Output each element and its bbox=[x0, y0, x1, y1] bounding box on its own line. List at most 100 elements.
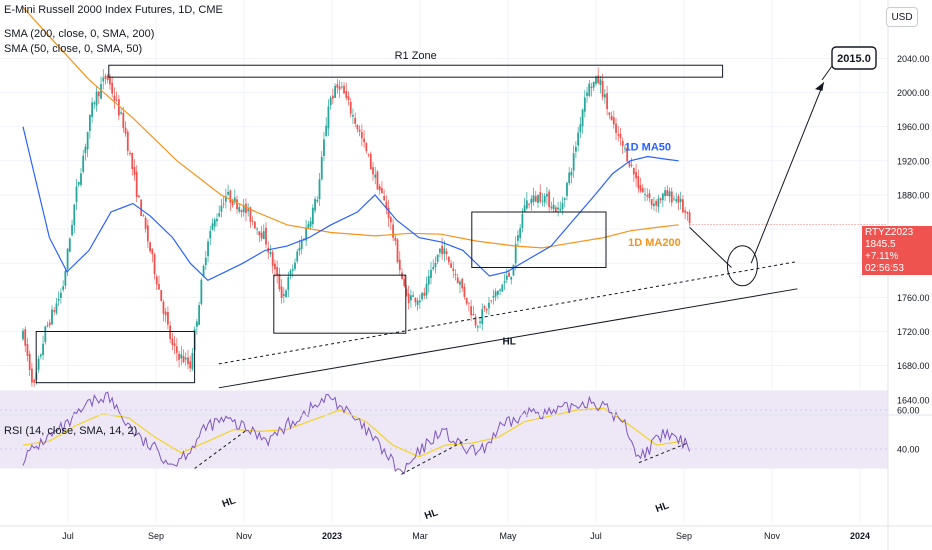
candle-body bbox=[673, 198, 675, 200]
candle-body bbox=[111, 82, 114, 94]
candle-body bbox=[358, 129, 361, 132]
candle-body bbox=[104, 75, 107, 79]
candle-body bbox=[617, 134, 620, 136]
candle-body bbox=[452, 268, 455, 271]
candle-body bbox=[327, 106, 330, 129]
candle-body bbox=[247, 209, 250, 212]
candle-body bbox=[481, 309, 484, 325]
candle-body bbox=[26, 344, 29, 356]
candle-body bbox=[307, 224, 310, 229]
candle-body bbox=[403, 278, 406, 286]
rsi-panel: 40.00 60.00 HL HL HL bbox=[0, 391, 920, 522]
candle-body bbox=[195, 321, 198, 327]
candle-body bbox=[354, 117, 357, 124]
candle-body bbox=[561, 203, 564, 210]
price-tag-countdown: 02:56:53 bbox=[862, 263, 932, 275]
candle-body bbox=[682, 199, 684, 213]
rsi-hl-trendline bbox=[194, 429, 248, 469]
candle-body bbox=[22, 330, 24, 340]
candle-body bbox=[635, 172, 637, 179]
rsi-line bbox=[22, 391, 691, 475]
time-tick-label: May bbox=[499, 531, 517, 541]
price-tick-label: 1880.00 bbox=[897, 190, 930, 200]
candle-body bbox=[142, 215, 145, 217]
candle-body bbox=[574, 146, 577, 152]
candle-body bbox=[641, 188, 644, 193]
candle-body bbox=[294, 262, 296, 270]
candle-body bbox=[414, 297, 417, 303]
sma200-line bbox=[22, 6, 679, 249]
consolidation-box bbox=[471, 211, 607, 268]
candle-body bbox=[679, 198, 682, 202]
candle-body bbox=[559, 208, 562, 211]
candle-body bbox=[476, 326, 479, 328]
candle-body bbox=[670, 191, 673, 203]
projection-up bbox=[750, 82, 825, 264]
candle-body bbox=[525, 200, 528, 209]
candle-body bbox=[224, 196, 227, 202]
candle-body bbox=[160, 290, 163, 302]
candle-body bbox=[572, 153, 575, 171]
candle-body bbox=[423, 292, 426, 296]
candle-body bbox=[539, 192, 542, 202]
candle-body bbox=[583, 97, 586, 112]
candle-body bbox=[494, 291, 497, 297]
candle-body bbox=[146, 225, 149, 242]
candle-body bbox=[171, 338, 174, 345]
candle-body bbox=[240, 210, 243, 213]
candle-body bbox=[209, 231, 212, 239]
candle-body bbox=[485, 308, 488, 311]
candle-body bbox=[182, 356, 185, 363]
candle-body bbox=[664, 190, 666, 196]
candle-body bbox=[316, 199, 319, 202]
candle-body bbox=[374, 174, 377, 178]
currency-button[interactable]: USD bbox=[886, 7, 918, 27]
consolidation-box bbox=[35, 330, 196, 384]
candle-body bbox=[439, 248, 441, 253]
candle-body bbox=[265, 227, 267, 245]
candle-body bbox=[599, 79, 602, 85]
candle-body bbox=[412, 295, 415, 297]
candle-body bbox=[492, 295, 495, 298]
candle-body bbox=[628, 161, 631, 167]
candle-body bbox=[238, 207, 241, 212]
hl-label: HL bbox=[503, 336, 516, 347]
candle-body bbox=[338, 86, 341, 90]
price-tag-price: 1845.5 bbox=[862, 239, 932, 251]
candle-body bbox=[204, 257, 207, 266]
candle-body bbox=[149, 242, 151, 252]
candle-body bbox=[410, 295, 412, 301]
candle-body bbox=[543, 196, 546, 203]
candle-body bbox=[387, 207, 390, 219]
r1-zone-label: R1 Zone bbox=[395, 50, 437, 62]
candle-body bbox=[365, 142, 368, 152]
candle-body bbox=[222, 203, 225, 205]
candle-body bbox=[300, 240, 303, 249]
candle-body bbox=[461, 279, 464, 289]
ma50-label: 1D MA50 bbox=[625, 142, 671, 154]
candle-body bbox=[93, 102, 96, 104]
candle-body bbox=[213, 219, 216, 227]
candle-body bbox=[162, 301, 165, 314]
rsi-ma-line bbox=[22, 407, 684, 458]
candle-body bbox=[236, 199, 238, 210]
candle-body bbox=[653, 203, 655, 207]
candle-body bbox=[450, 263, 452, 268]
candle-body bbox=[621, 140, 624, 146]
time-tick-label: 2024 bbox=[850, 531, 870, 541]
candle-body bbox=[202, 265, 205, 277]
price-tick-label: 1720.00 bbox=[897, 327, 930, 337]
price-tick-label: 2000.00 bbox=[897, 88, 930, 98]
candle-body bbox=[289, 270, 292, 275]
candle-body bbox=[389, 217, 392, 223]
price-tick-label: 1680.00 bbox=[897, 361, 930, 371]
candle-body bbox=[256, 228, 258, 230]
candle-body bbox=[385, 201, 388, 209]
candle-body bbox=[603, 94, 606, 98]
candle-body bbox=[180, 354, 183, 359]
candle-body bbox=[381, 188, 383, 194]
time-tick-label: Jul bbox=[590, 531, 602, 541]
candle-body bbox=[347, 96, 350, 100]
candle-body bbox=[418, 300, 421, 303]
